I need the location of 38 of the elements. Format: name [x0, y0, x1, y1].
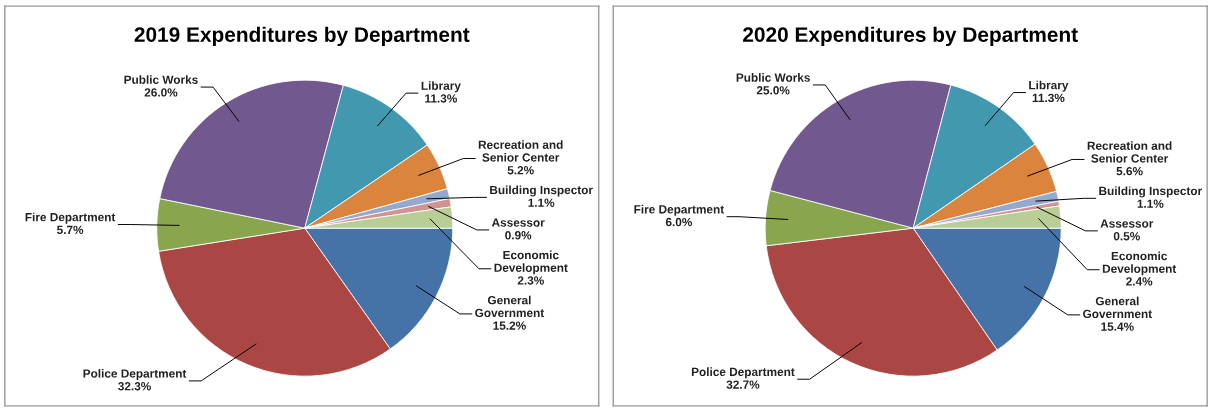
slice-label: General Government [1083, 296, 1152, 319]
data-label: 32.3% [118, 382, 151, 391]
slice-label: Library [1029, 80, 1069, 92]
data-label: 15.4% [1101, 322, 1134, 331]
data-label: 15.2% [493, 321, 526, 330]
data-label: 25.0% [756, 86, 790, 95]
slice-label: Fire Department [25, 212, 116, 224]
slice-label: Police Department [691, 367, 795, 379]
slice-label: Assessor [1100, 219, 1154, 228]
data-label: 2.3% [517, 276, 544, 285]
data-label: 5.7% [57, 225, 84, 235]
data-label: 32.7% [726, 380, 760, 389]
slice-label: Fire Department [634, 204, 725, 216]
data-label: 11.3% [425, 94, 457, 103]
slice-label: Public Works [124, 75, 198, 84]
slice-label: Economic Development [1102, 251, 1177, 276]
slice-label: Library [421, 81, 461, 93]
data-label: 0.5% [1113, 232, 1140, 241]
slice-label: Recreation and Senior Center [478, 140, 563, 162]
slice-label: Building Inspector [1099, 186, 1202, 198]
chart-title: 2020 Expenditures by Department [743, 26, 1078, 47]
data-label: 11.3% [1032, 93, 1065, 103]
slice-label: General Government [475, 295, 545, 318]
data-label: 2.4% [1126, 277, 1153, 286]
data-label: 5.2% [507, 166, 534, 175]
data-label: 1.1% [1137, 199, 1164, 208]
slice-label: Economic Development [494, 250, 568, 275]
data-label: 1.1% [528, 198, 555, 207]
data-label: 26.0% [144, 88, 178, 97]
data-label: 0.9% [505, 231, 532, 240]
slice-label: Assessor [491, 218, 545, 227]
data-label: 6.0% [665, 217, 693, 227]
slice-label: Police Department [83, 369, 187, 381]
data-label: 5.6% [1116, 166, 1143, 176]
slice-label: Building Inspector [490, 185, 593, 197]
chart-title: 2019 Expenditures by Department [134, 26, 470, 47]
slice-label: Public Works [736, 73, 810, 82]
slice-label: Recreation and Senior Center [1087, 141, 1172, 163]
